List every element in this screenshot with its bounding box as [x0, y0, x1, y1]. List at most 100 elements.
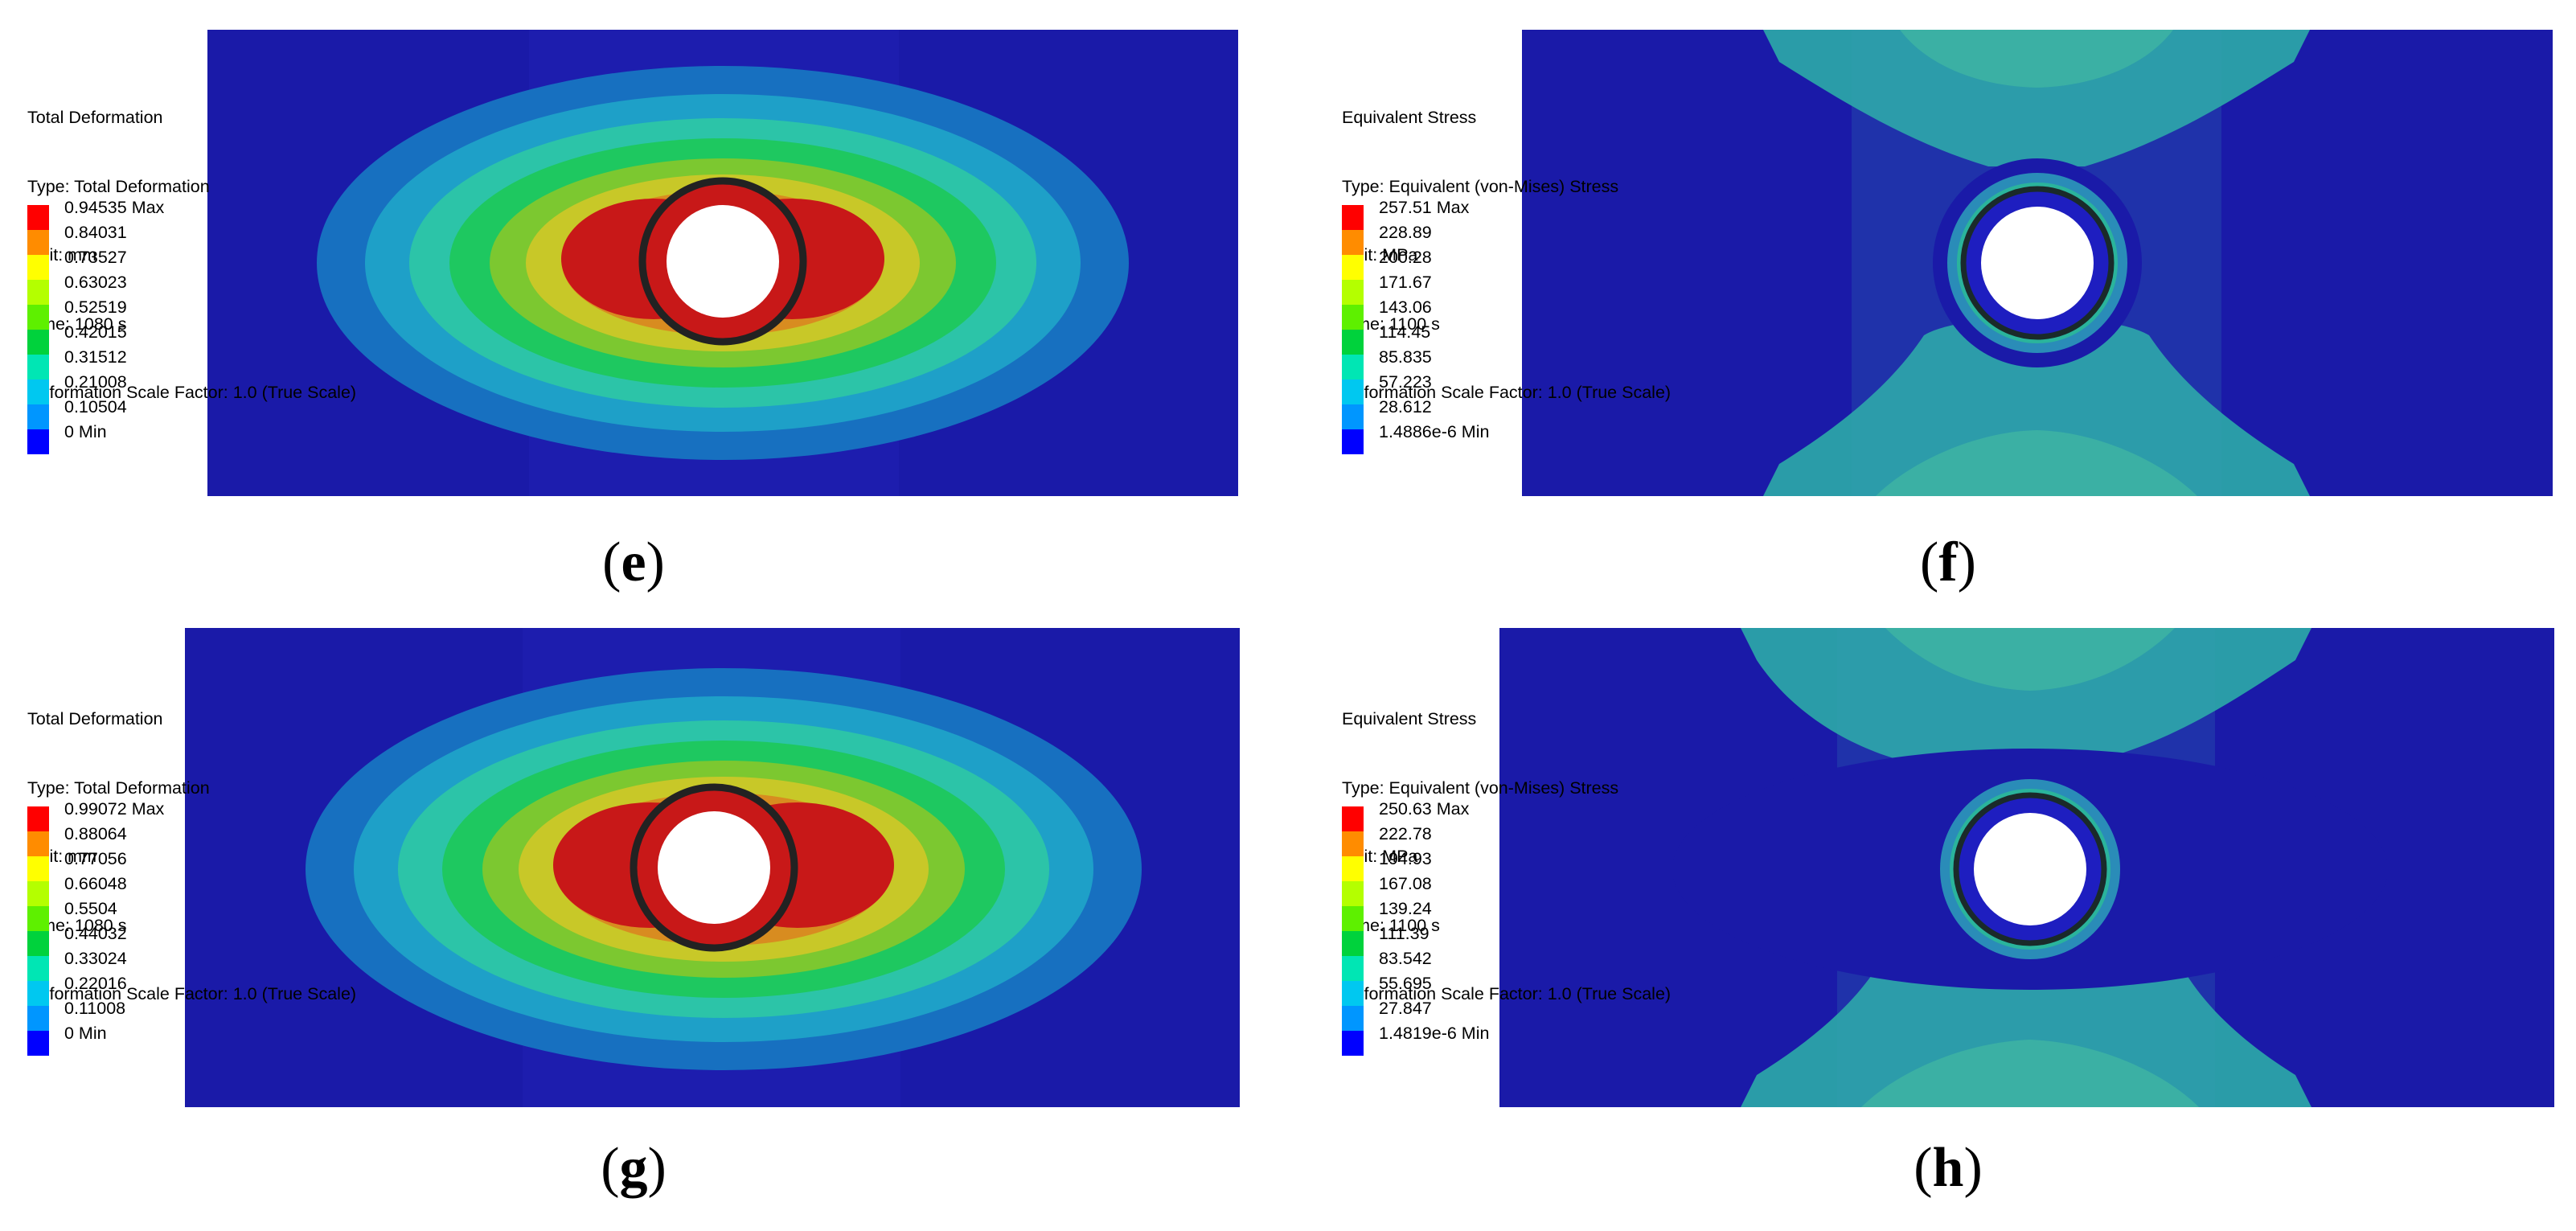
- legend-swatch: [27, 1031, 49, 1056]
- legend-swatch: [27, 906, 49, 931]
- panel-e: Total Deformation Type: Total Deformatio…: [0, 0, 1288, 615]
- legend-value: 0.84031: [64, 223, 127, 242]
- info-line: Deformation Scale Factor: 1.0 (True Scal…: [1342, 383, 1672, 402]
- legend-value: 143.06: [1379, 297, 1432, 317]
- legend-value: 1.4819e-6 Min: [1379, 1024, 1490, 1043]
- info-line: Total Deformation: [27, 108, 163, 127]
- panel-caption: (h): [1914, 1137, 1983, 1199]
- legend-swatch: [1342, 280, 1364, 305]
- legend-swatch: [27, 380, 49, 404]
- legend-value: 111.39: [1379, 924, 1430, 943]
- legend-swatch: [27, 230, 49, 255]
- legend-value: 257.51 Max: [1379, 198, 1470, 217]
- stress-band-top-core: [1900, 30, 2173, 88]
- legend-value: 0.99072 Max: [64, 799, 165, 819]
- legend-swatch: [1342, 404, 1364, 429]
- info-line: Type: Equivalent (von-Mises) Stress: [1342, 778, 1619, 798]
- legend-swatch: [1342, 981, 1364, 1006]
- legend-swatch: [1342, 881, 1364, 906]
- hole: [1974, 813, 2086, 925]
- legend-value: 0.5504: [64, 899, 117, 918]
- info-line: Type: Equivalent (von-Mises) Stress: [1342, 176, 1619, 196]
- legend-swatch: [1342, 429, 1364, 454]
- panel-h: Equivalent Stress Type: Equivalent (von-…: [1315, 601, 2576, 1217]
- legend-swatch: [27, 205, 49, 230]
- legend-swatch: [27, 330, 49, 355]
- deformation-contour-plot: [207, 30, 1238, 496]
- panel-caption: (e): [602, 531, 665, 593]
- legend-swatch: [1342, 355, 1364, 380]
- legend-value: 228.89: [1379, 223, 1432, 242]
- info-line: Equivalent Stress: [1342, 709, 1477, 728]
- legend-value: 0.22016: [64, 974, 127, 993]
- legend-value: 0.44032: [64, 924, 127, 943]
- legend-value: 0.88064: [64, 824, 127, 843]
- legend-value: 200.28: [1379, 248, 1432, 267]
- legend-value: 222.78: [1379, 824, 1432, 843]
- legend-swatch: [27, 956, 49, 981]
- stress-band-top-core: [1885, 628, 2175, 691]
- legend-swatch: [27, 831, 49, 856]
- hole: [1981, 207, 2094, 319]
- legend-value: 83.542: [1379, 949, 1432, 968]
- stress-band-bottom-core: [1876, 430, 2197, 496]
- legend-value: 0.33024: [64, 949, 127, 968]
- legend-value: 0.31512: [64, 347, 127, 367]
- legend-value: 0 Min: [64, 1024, 107, 1043]
- stress-band-top: [1763, 30, 2310, 166]
- legend-value: 139.24: [1379, 899, 1432, 918]
- legend-value: 0.42015: [64, 322, 127, 342]
- legend-swatch: [27, 1006, 49, 1031]
- legend-value: 0 Min: [64, 422, 107, 441]
- legend-value: 55.695: [1379, 974, 1432, 993]
- hole: [667, 205, 779, 318]
- panel-f: Equivalent Stress Type: Equivalent (von-…: [1315, 0, 2576, 615]
- legend-value: 57.223: [1379, 372, 1432, 392]
- legend-swatch: [27, 355, 49, 380]
- legend-swatch: [27, 881, 49, 906]
- legend-value: 0.66048: [64, 874, 127, 893]
- legend-swatch: [1342, 1006, 1364, 1031]
- result-info: Equivalent Stress Type: Equivalent (von-…: [1342, 662, 1671, 1052]
- legend-swatch: [27, 806, 49, 831]
- legend-value: 0.10504: [64, 397, 127, 416]
- info-line: Equivalent Stress: [1342, 108, 1477, 127]
- legend-value: 114.45: [1379, 322, 1431, 342]
- legend-value: 0.11008: [64, 999, 126, 1018]
- legend-swatch: [1342, 330, 1364, 355]
- stress-band-top: [1741, 628, 2311, 765]
- legend-value: 0.63023: [64, 273, 127, 292]
- legend-value: 28.612: [1379, 397, 1432, 416]
- legend-value: 0.21008: [64, 372, 127, 392]
- legend-swatch: [1342, 906, 1364, 931]
- legend-swatch: [27, 931, 49, 956]
- legend-swatch: [1342, 205, 1364, 230]
- stress-contour-plot: [1499, 628, 2554, 1107]
- panel-g: Total Deformation Type: Total Deformatio…: [0, 601, 1288, 1217]
- deformation-contour-plot: [185, 628, 1240, 1107]
- legend-value: 85.835: [1379, 347, 1432, 367]
- stress-band-bottom-core: [1861, 1040, 2199, 1107]
- panel-caption: (f): [1920, 531, 1976, 593]
- legend-value: 27.847: [1379, 999, 1432, 1018]
- hole: [658, 811, 770, 924]
- legend-swatch: [1342, 931, 1364, 956]
- legend-value: 0.52519: [64, 297, 127, 317]
- legend-swatch: [27, 429, 49, 454]
- stress-band-bottom: [1763, 317, 2310, 496]
- legend-swatch: [27, 981, 49, 1006]
- panel-caption: (g): [601, 1137, 667, 1199]
- stress-contour-plot: [1522, 30, 2553, 496]
- legend-swatch: [1342, 956, 1364, 981]
- info-line: Deformation Scale Factor: 1.0 (True Scal…: [27, 984, 357, 1003]
- legend-swatch: [1342, 806, 1364, 831]
- legend-value: 167.08: [1379, 874, 1432, 893]
- result-info: Equivalent Stress Type: Equivalent (von-…: [1342, 60, 1671, 450]
- legend-swatch: [1342, 380, 1364, 404]
- legend-value: 194.93: [1379, 849, 1432, 868]
- legend-value: 171.67: [1379, 273, 1432, 292]
- legend-value: 0.73527: [64, 248, 127, 267]
- legend-swatch: [1342, 856, 1364, 881]
- legend-value: 0.94535 Max: [64, 198, 165, 217]
- legend-swatch: [1342, 831, 1364, 856]
